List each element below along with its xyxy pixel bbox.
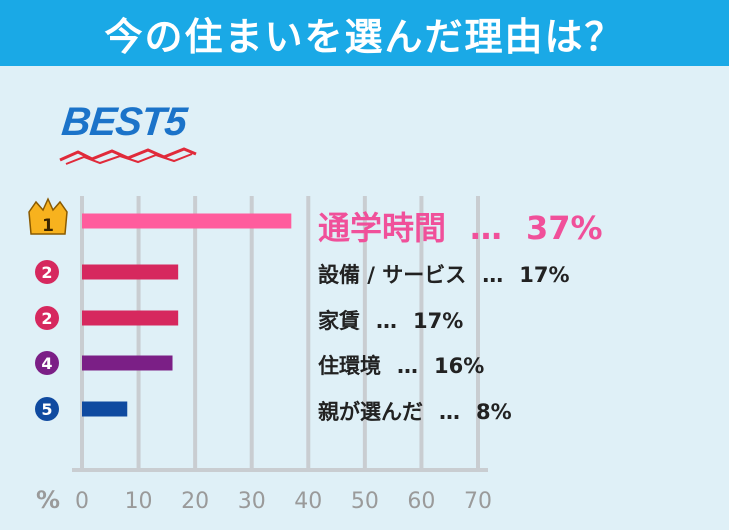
x-tick-label: 20: [181, 489, 209, 514]
bar: [82, 355, 173, 371]
value-label: 17%: [519, 263, 570, 287]
x-axis-unit-label: %: [36, 486, 60, 514]
x-tick-label: 70: [464, 489, 492, 514]
separator: …: [482, 263, 504, 287]
x-tick-label: 50: [351, 489, 379, 514]
x-tick-label: 60: [407, 489, 435, 514]
rank-number: 4: [41, 354, 52, 373]
rank-badge: [35, 351, 59, 375]
x-tick-label: 40: [294, 489, 322, 514]
bar-label: 住環境 … 16%: [318, 350, 484, 380]
bar: [82, 264, 179, 280]
bar-label: 親が選んだ … 8%: [318, 396, 512, 426]
x-tick-label: 30: [238, 489, 266, 514]
rank-number: 2: [41, 263, 52, 282]
value-label: 8%: [476, 400, 512, 424]
rank-badge: [35, 306, 59, 330]
category-label: 住環境: [318, 354, 381, 378]
zigzag-underline-icon: [59, 147, 197, 165]
bar-label: 通学時間 … 37%: [318, 203, 603, 249]
category-label: 通学時間: [318, 209, 447, 247]
category-label: 設備 / サービス: [318, 263, 467, 287]
rank-number: 2: [41, 309, 52, 328]
separator: …: [397, 354, 418, 378]
category-label: 家賃: [318, 309, 360, 333]
x-tick-label: 0: [75, 489, 89, 514]
rank-number: 1: [42, 216, 54, 236]
bar: [82, 401, 128, 417]
page-title: 今の住まいを選んだ理由は？: [0, 0, 729, 66]
rank-badge: [35, 397, 59, 421]
separator: …: [376, 309, 397, 333]
bar: [82, 310, 179, 326]
category-label: 親が選んだ: [318, 400, 423, 424]
bar: [82, 213, 292, 229]
rank-number: 5: [41, 400, 52, 419]
value-label: 16%: [434, 354, 485, 378]
crown-icon: 1: [28, 197, 68, 236]
bar-label: 設備 / サービス … 17%: [318, 259, 570, 289]
value-label: 17%: [413, 309, 464, 333]
bar-label: 家賃 … 17%: [318, 305, 463, 335]
separator: …: [470, 209, 503, 247]
rank-badge: [35, 260, 59, 284]
value-label: 37%: [526, 209, 603, 247]
x-tick-label: 10: [125, 489, 153, 514]
separator: …: [439, 400, 460, 424]
